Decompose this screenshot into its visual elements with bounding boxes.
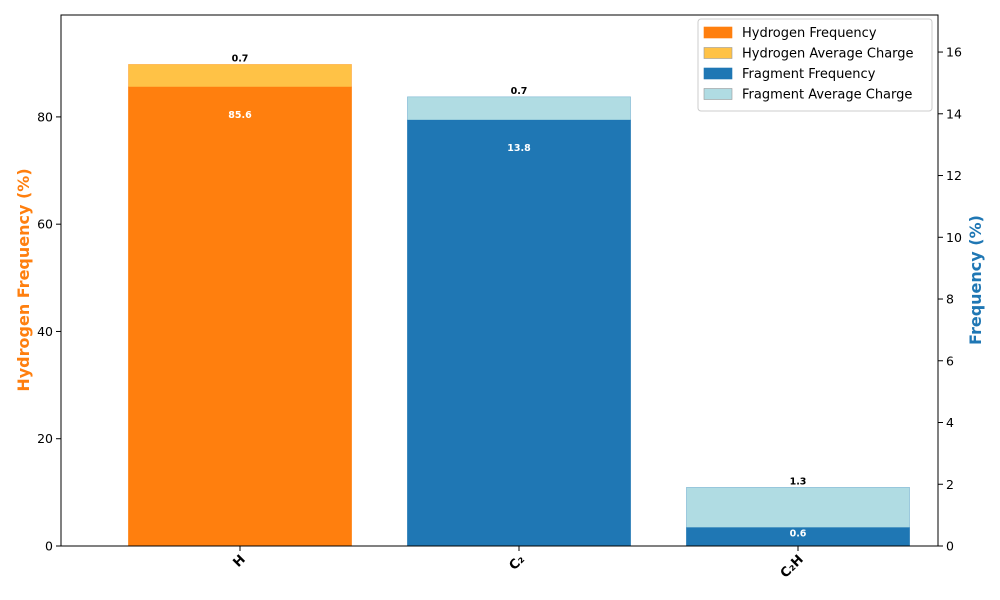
legend-label: Fragment Frequency <box>742 67 876 82</box>
right-tick-label: 12 <box>946 168 962 183</box>
right-tick-label: 2 <box>946 477 954 492</box>
right-axis-title: Frequency (%) <box>966 215 985 345</box>
legend-swatch <box>703 88 733 100</box>
x-axis-ticks: H C₂ C₂H <box>231 546 807 581</box>
bar-fragment-frequency <box>407 119 631 547</box>
bars-layer <box>128 64 910 547</box>
x-tick-label: H <box>231 552 249 570</box>
legend-swatch <box>703 67 733 80</box>
right-tick-label: 14 <box>946 106 962 121</box>
data-label-average-charge: 1.3 <box>790 476 807 487</box>
data-label-average-charge: 0.7 <box>232 53 249 64</box>
plot-frame <box>60 14 939 547</box>
left-tick-label: 20 <box>37 431 53 446</box>
data-label-frequency: 0.6 <box>790 528 807 539</box>
left-axis-title: Hydrogen Frequency (%) <box>14 168 33 391</box>
x-tick-label: C₂ <box>506 552 527 573</box>
left-tick-label: 40 <box>37 324 53 339</box>
right-tick-label: 8 <box>946 292 954 307</box>
left-tick-label: 80 <box>37 109 53 124</box>
x-tick-label: C₂H <box>778 552 807 581</box>
right-tick-label: 0 <box>946 539 954 554</box>
bar-hydrogen-frequency <box>128 86 352 547</box>
data-label-frequency: 13.8 <box>507 143 531 154</box>
legend-label: Hydrogen Frequency <box>742 26 877 41</box>
legend: Hydrogen Frequency Hydrogen Average Charg… <box>697 18 933 112</box>
legend-label: Fragment Average Charge <box>742 88 912 103</box>
legend-swatch <box>703 47 733 59</box>
right-tick-label: 16 <box>946 45 962 60</box>
data-labels-layer: 85.6 0.7 13.8 0.7 0.6 1.3 <box>228 53 807 539</box>
right-tick-label: 10 <box>946 230 962 245</box>
bar-hydrogen-average-charge <box>128 64 352 88</box>
left-tick-label: 60 <box>37 217 53 232</box>
right-tick-label: 6 <box>946 353 954 368</box>
left-axis-ticks: 0 20 40 60 80 <box>37 109 61 554</box>
legend-box <box>697 18 933 112</box>
bar-fragment-average-charge <box>686 487 910 528</box>
data-label-frequency: 85.6 <box>228 110 252 121</box>
legend-swatch <box>703 26 733 39</box>
bar-fragment-average-charge <box>407 96 631 121</box>
right-axis-ticks: 0 2 4 6 8 10 12 14 16 <box>938 45 962 554</box>
data-label-average-charge: 0.7 <box>511 86 528 97</box>
right-tick-label: 4 <box>946 415 954 430</box>
left-tick-label: 0 <box>45 539 53 554</box>
legend-label: Hydrogen Average Charge <box>742 47 914 62</box>
